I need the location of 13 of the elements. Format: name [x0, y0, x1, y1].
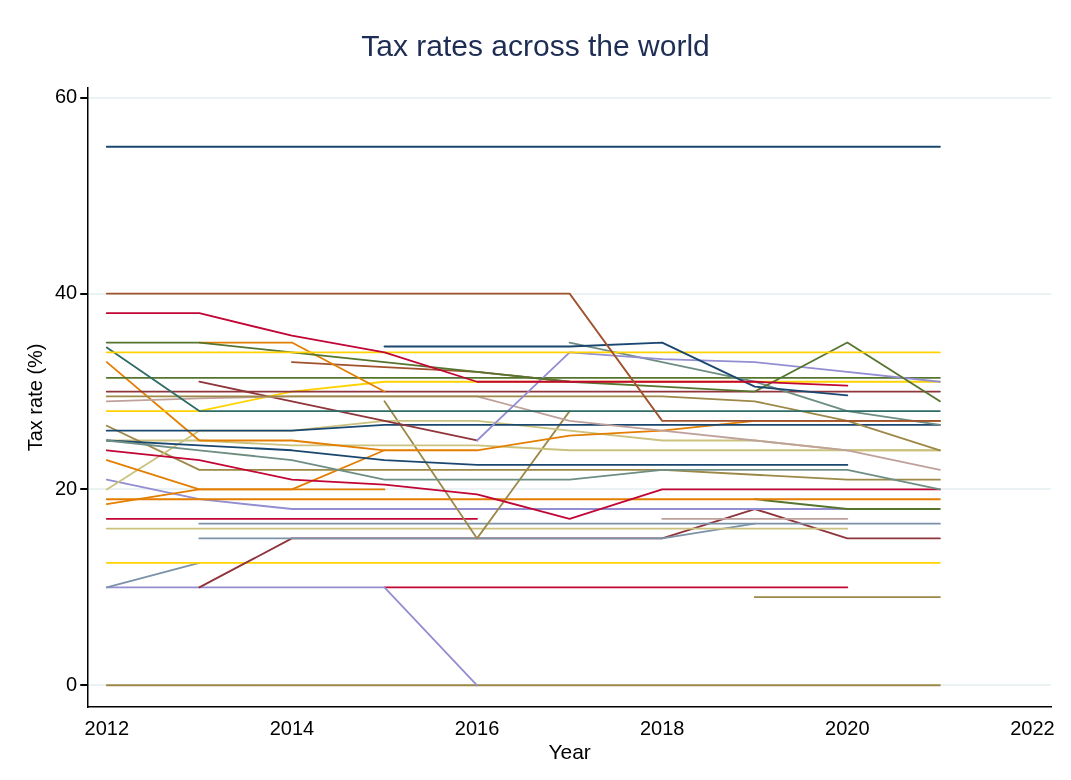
- y-tick-label: 0: [66, 672, 78, 695]
- x-tick-label: 2020: [825, 717, 870, 740]
- x-tick-label: 2018: [639, 717, 685, 740]
- x-tick-label: 2012: [84, 717, 130, 740]
- y-tick-label: 40: [55, 281, 78, 304]
- x-tick-label: 2014: [269, 717, 315, 740]
- y-tick-label: 60: [55, 85, 78, 108]
- y-axis-title: Tax rate (%): [23, 343, 46, 452]
- x-axis-title: Year: [548, 740, 591, 764]
- chart-title: Tax rates across the world: [361, 29, 710, 63]
- x-tick-label: 2016: [454, 717, 500, 740]
- x-tick-label: 2022: [1010, 717, 1055, 740]
- y-tick-label: 20: [55, 476, 78, 499]
